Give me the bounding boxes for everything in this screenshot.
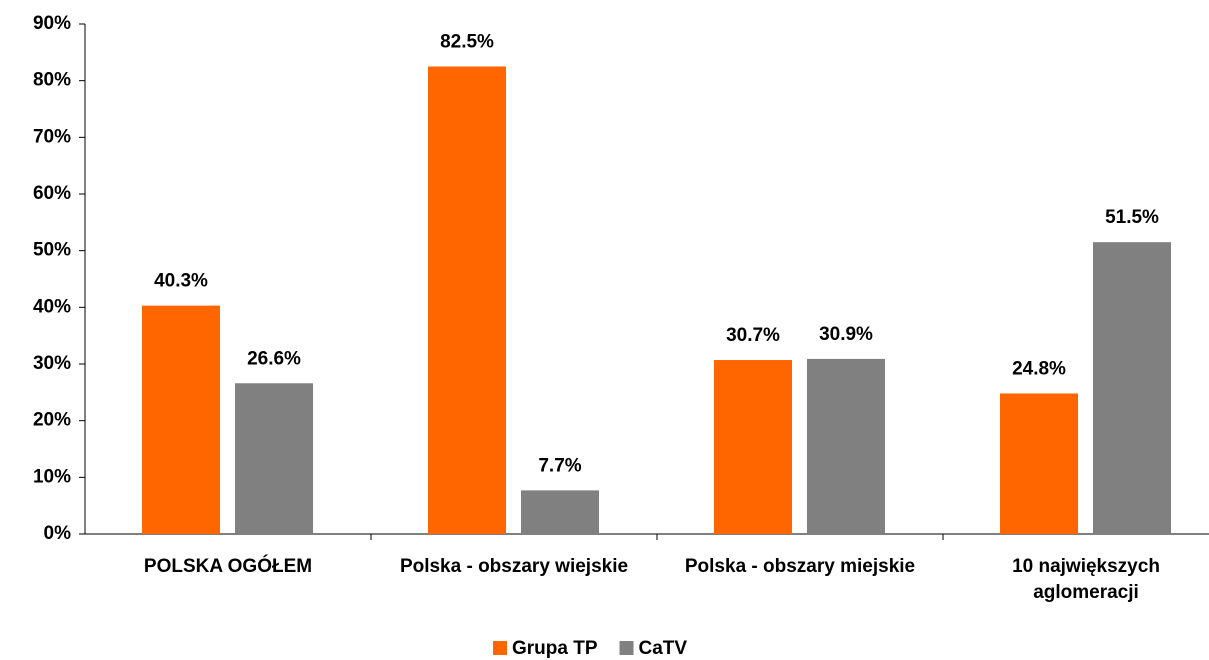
y-tick-label: 90%	[33, 13, 71, 34]
y-tick-label: 30%	[33, 353, 71, 374]
y-tick-label: 40%	[33, 296, 71, 317]
legend-label: CaTV	[639, 638, 688, 659]
bar	[714, 360, 792, 534]
value-label: 40.3%	[154, 271, 208, 292]
value-label: 30.7%	[726, 325, 780, 346]
y-tick-label: 80%	[33, 70, 71, 91]
bar	[428, 66, 506, 534]
value-label: 26.6%	[247, 348, 301, 369]
value-label: 24.8%	[1012, 358, 1066, 379]
bar	[142, 305, 220, 534]
bar	[1000, 393, 1078, 534]
x-tick-label: Polska - obszary miejskie	[684, 556, 916, 577]
y-tick-label: 50%	[33, 240, 71, 261]
y-tick-label: 10%	[33, 466, 71, 487]
bar	[1093, 242, 1171, 534]
value-label: 7.7%	[538, 455, 581, 476]
value-label: 82.5%	[440, 32, 494, 53]
bar	[807, 358, 885, 534]
value-label: 51.5%	[1105, 207, 1159, 228]
legend-label: Grupa TP	[512, 638, 598, 659]
legend-swatch	[493, 641, 507, 655]
value-label: 30.9%	[819, 324, 873, 345]
y-tick-label: 60%	[33, 183, 71, 204]
legend-swatch	[619, 641, 634, 655]
y-tick-label: 70%	[33, 126, 71, 147]
x-tick-label: POLSKA OGÓŁEM	[143, 556, 313, 577]
x-tick-label: Polska - obszary wiejskie	[399, 556, 629, 577]
bar	[235, 383, 313, 534]
x-tick-label: 10 największych aglomeracji	[1012, 556, 1160, 603]
y-tick-label: 20%	[33, 410, 71, 431]
y-tick-label: 0%	[44, 523, 72, 544]
bar	[521, 490, 599, 534]
